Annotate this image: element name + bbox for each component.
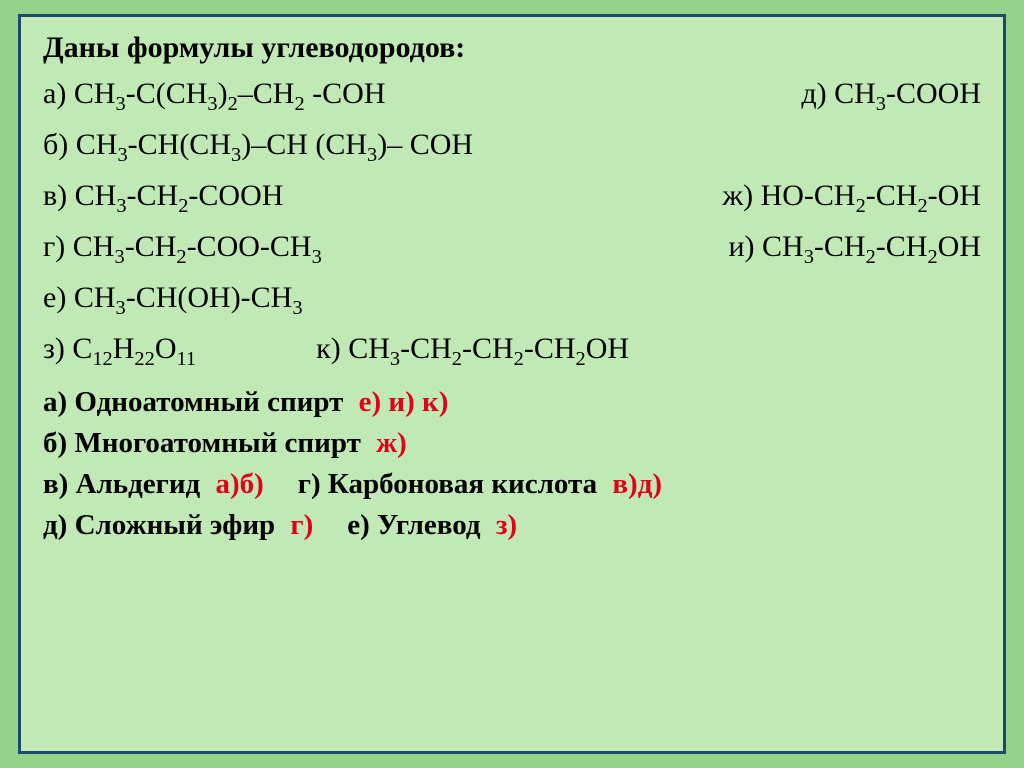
answer-row-de: д) Сложный эфир г) е) Углевод з) bbox=[43, 506, 981, 545]
formula-row-b: б) CH3-CH(CH3)–CH (CH3)– COH bbox=[43, 128, 981, 167]
answer-row-b: б) Многоатомный спирт ж) bbox=[43, 424, 981, 463]
formula-e-label: е) bbox=[43, 281, 74, 314]
title: Даны формулы углеводородов: bbox=[43, 31, 981, 65]
formula-a-label: а) bbox=[43, 77, 74, 110]
formula-b-label: б) bbox=[43, 128, 76, 161]
formula-row-e: е) CH3-CH(OH)-CH3 bbox=[43, 281, 981, 320]
answer-row-vg: в) Альдегид а)б) г) Карбоновая кислота в… bbox=[43, 465, 981, 504]
answer-b-value: ж) bbox=[376, 427, 407, 459]
answer-a-value: е) и) к) bbox=[359, 386, 449, 418]
formula-row-v: в) CH3-CH2-COOH ж) HO-CH2-CH2-OH bbox=[43, 179, 981, 218]
content-panel: Даны формулы углеводородов: а) CH3-C(CH3… bbox=[18, 14, 1006, 754]
answer-e-value: з) bbox=[496, 509, 517, 541]
formula-row-z: з) C12H22O11 к) CH3-CH2-CH2-CH2OH bbox=[43, 332, 981, 371]
answer-v-value: а)б) bbox=[215, 468, 263, 500]
answer-d-label: д) Сложный эфир bbox=[43, 509, 275, 541]
formula-row-g: г) CH3-CH2-COO-CH3 и) CH3-CH2-CH2OH bbox=[43, 230, 981, 269]
answer-g-value: в)д) bbox=[612, 468, 662, 500]
formula-g-label: г) bbox=[43, 230, 73, 263]
answer-e-label: е) Углевод bbox=[347, 509, 480, 541]
answer-a-label: а) Одноатомный спирт bbox=[43, 386, 343, 418]
answer-v-label: в) Альдегид bbox=[43, 468, 200, 500]
answer-g-label: г) Карбоновая кислота bbox=[298, 468, 597, 500]
formula-v-label: в) bbox=[43, 179, 75, 212]
answer-row-a: а) Одноатомный спирт е) и) к) bbox=[43, 383, 981, 422]
answer-d-value: г) bbox=[290, 509, 313, 541]
formula-i-label: и) bbox=[728, 230, 762, 263]
formula-zh-label: ж) bbox=[722, 179, 760, 212]
formula-row-a: а) CH3-C(CH3)2–CH2 -COH д) CH3-COOH bbox=[43, 77, 981, 116]
formula-d2-label: д) bbox=[801, 77, 834, 110]
formula-k-label: к) bbox=[316, 332, 348, 365]
formula-z-label: з) bbox=[43, 332, 72, 365]
answers-block: а) Одноатомный спирт е) и) к) б) Многоат… bbox=[43, 383, 981, 546]
answer-b-label: б) Многоатомный спирт bbox=[43, 427, 361, 459]
